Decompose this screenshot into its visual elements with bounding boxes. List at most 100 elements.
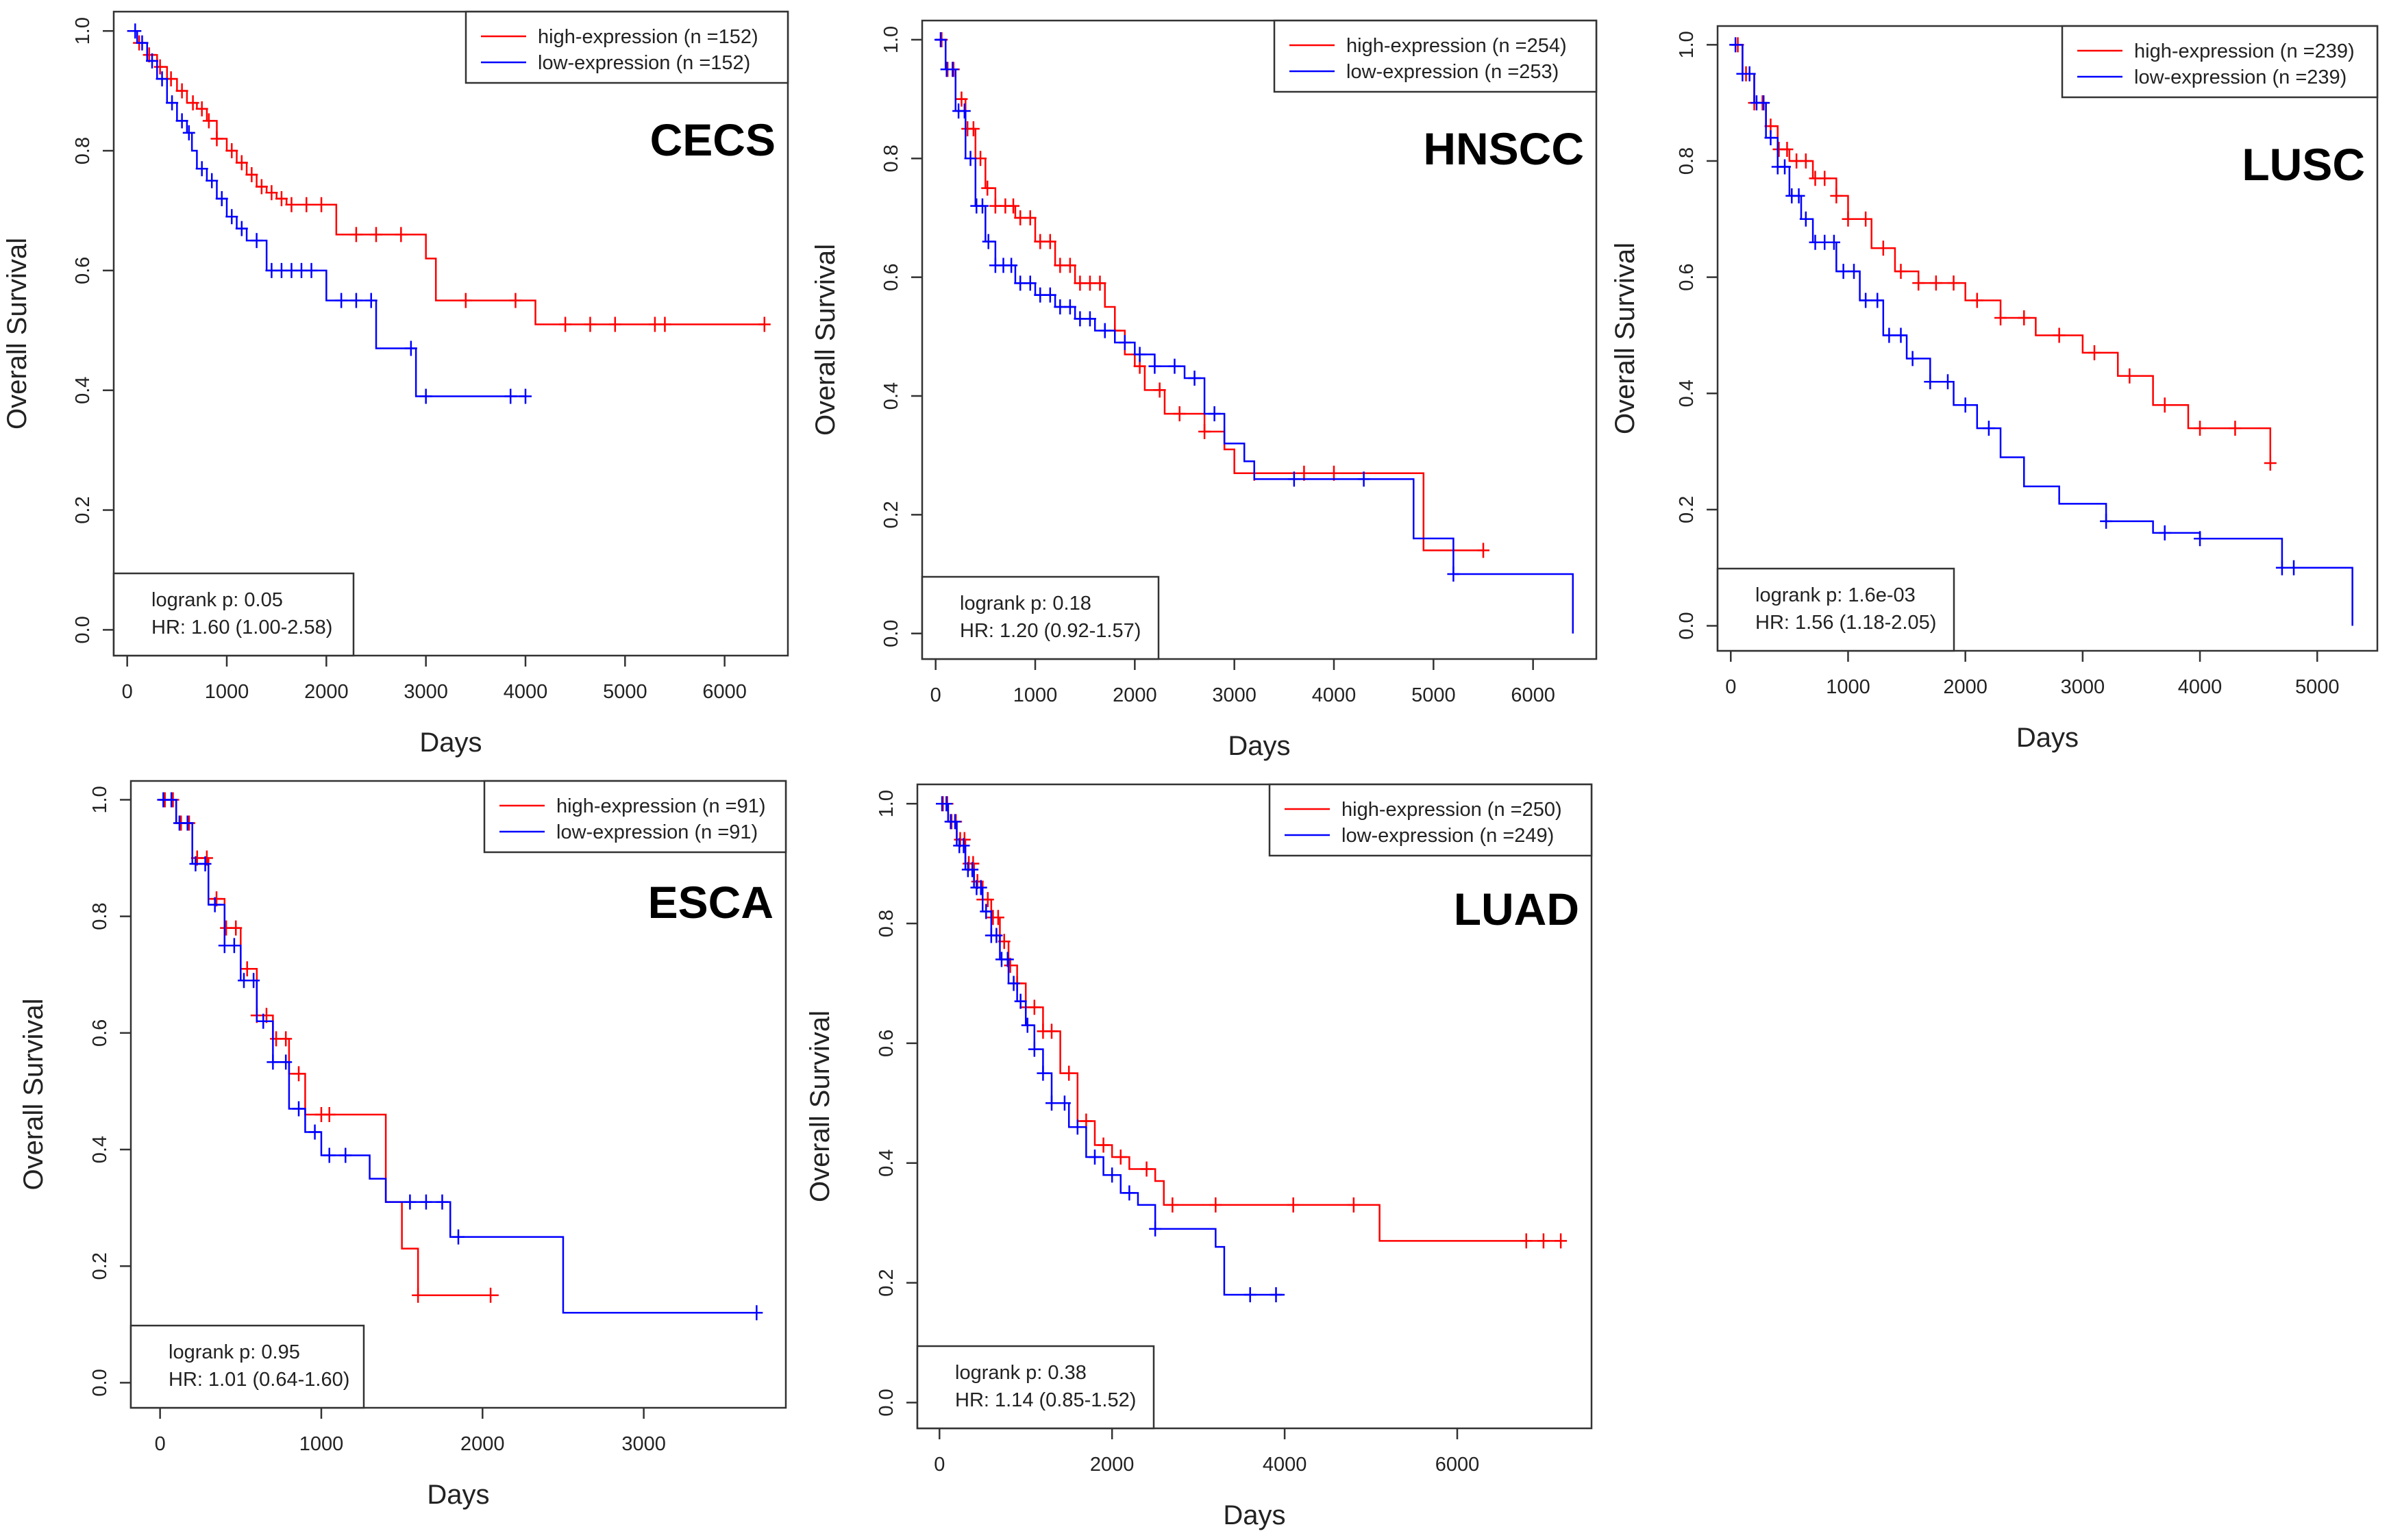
hazard-ratio: HR: 1.20 (0.92-1.57) (960, 620, 1141, 642)
y-axis-label: Overall Survival (805, 1010, 835, 1202)
censor-mark (280, 1031, 293, 1047)
x-tick-label: 2000 (1090, 1454, 1135, 1476)
censor-mark (257, 1013, 270, 1029)
censor-mark (1043, 234, 1056, 249)
censor-mark (1537, 1233, 1550, 1249)
legend-label: high-expression (n =239) (2134, 40, 2355, 62)
censor-mark (1045, 1023, 1059, 1039)
censor-mark (1168, 358, 1181, 374)
plot-frame (916, 783, 1593, 1430)
censor-mark (349, 227, 362, 243)
x-tick-label: 1000 (1013, 684, 1058, 706)
censor-mark (750, 1305, 763, 1321)
censor-mark (404, 1194, 417, 1210)
censor-mark (1555, 1233, 1568, 1249)
km-panel-lusc: 0.0 0.2 0.4 0.6 0.8 1.0 0 1000 2000 3000 4000 5000 D… (1610, 25, 2379, 753)
legend-label: low-expression (n =91) (556, 821, 758, 843)
x-tick-label: 2000 (1943, 676, 1988, 698)
censor-mark (1894, 327, 1907, 343)
censor-mark (980, 904, 993, 919)
y-tick-label: 0.0 (72, 616, 94, 643)
x-tick-label: 0 (1725, 676, 1736, 698)
censor-mark (285, 197, 298, 212)
y-axis-label: Overall Survival (18, 998, 49, 1190)
km-panel-luad: 0.0 0.2 0.4 0.6 0.8 1.0 0 2000 4000 6000 Days Overa… (805, 783, 1593, 1530)
censor-mark (966, 862, 979, 878)
censor-mark (484, 1287, 497, 1303)
censor-mark (2229, 421, 2242, 436)
legend-label: low-expression (n =239) (2134, 66, 2347, 88)
censor-mark (143, 47, 156, 63)
censor-mark (1912, 275, 1925, 291)
hazard-ratio: HR: 1.56 (1.18-2.05) (1755, 612, 1936, 634)
censor-mark (1818, 171, 1831, 186)
censor-mark (206, 173, 219, 188)
x-axis-label: Days (1223, 1500, 1285, 1530)
censor-mark (519, 388, 532, 404)
censor-mark (370, 227, 383, 243)
x-tick-label: 2000 (304, 681, 349, 703)
x-tick-label: 2000 (460, 1433, 505, 1455)
censor-mark (395, 227, 408, 243)
y-tick-label: 0.0 (1676, 612, 1698, 639)
censor-mark (1063, 299, 1076, 315)
high-expression-curve (939, 802, 1561, 1242)
censor-mark (981, 892, 994, 908)
low-expression-curve (939, 802, 1285, 1296)
censor-mark (509, 293, 522, 308)
x-tick-label: 6000 (1435, 1454, 1480, 1476)
censor-mark (940, 796, 953, 812)
legend-box (483, 780, 787, 854)
y-tick-label: 0.0 (89, 1369, 111, 1396)
censor-mark (293, 1101, 306, 1117)
y-tick-label: 0.6 (89, 1019, 111, 1047)
censor-mark (195, 161, 208, 177)
censor-mark (1298, 465, 1311, 481)
censor-mark (1476, 543, 1489, 558)
x-axis-label: Days (2016, 723, 2079, 753)
censor-mark (436, 1194, 449, 1210)
panel-title: ESCA (648, 877, 773, 928)
hazard-ratio: HR: 1.01 (0.64-1.60) (169, 1369, 349, 1391)
censor-mark (1173, 406, 1186, 422)
stats-box (1716, 567, 1955, 652)
y-axis-label: Overall Survival (810, 244, 841, 436)
censor-mark (946, 62, 959, 77)
censor-mark (1098, 323, 1111, 338)
censor-mark (1058, 1095, 1071, 1111)
stats-box (129, 1324, 365, 1409)
censor-mark (1118, 335, 1131, 351)
censor-mark (1198, 424, 1211, 440)
censor-mark (584, 316, 597, 332)
x-tick-label: 0 (930, 684, 941, 706)
censor-mark (658, 316, 671, 332)
x-tick-label: 5000 (603, 681, 647, 703)
legend-label: high-expression (n =152) (538, 26, 758, 48)
censor-mark (1328, 465, 1340, 481)
x-tick-label: 3000 (404, 681, 448, 703)
censor-mark (419, 388, 432, 404)
censor-mark (208, 897, 221, 912)
x-tick-label: 4000 (1263, 1454, 1307, 1476)
censor-mark (156, 71, 169, 87)
censor-mark (1028, 999, 1041, 1015)
censor-mark (991, 910, 1004, 926)
censor-mark (199, 856, 212, 872)
censor-mark (250, 233, 263, 249)
censor-mark (1083, 311, 1096, 327)
censor-mark (1024, 210, 1037, 225)
y-tick-label: 0.4 (880, 382, 902, 410)
censor-mark (1729, 37, 1742, 53)
censor-mark (1166, 1197, 1179, 1213)
x-tick-label: 0 (155, 1433, 166, 1455)
censor-mark (1148, 358, 1161, 374)
censor-mark (1848, 264, 1861, 280)
censor-mark (349, 293, 362, 308)
censor-mark (308, 1124, 321, 1140)
censor-mark (2158, 397, 2171, 413)
censor-mark (1140, 1161, 1153, 1177)
censor-mark (504, 388, 517, 404)
censor-mark (1929, 275, 1942, 291)
censor-mark (323, 1106, 336, 1122)
